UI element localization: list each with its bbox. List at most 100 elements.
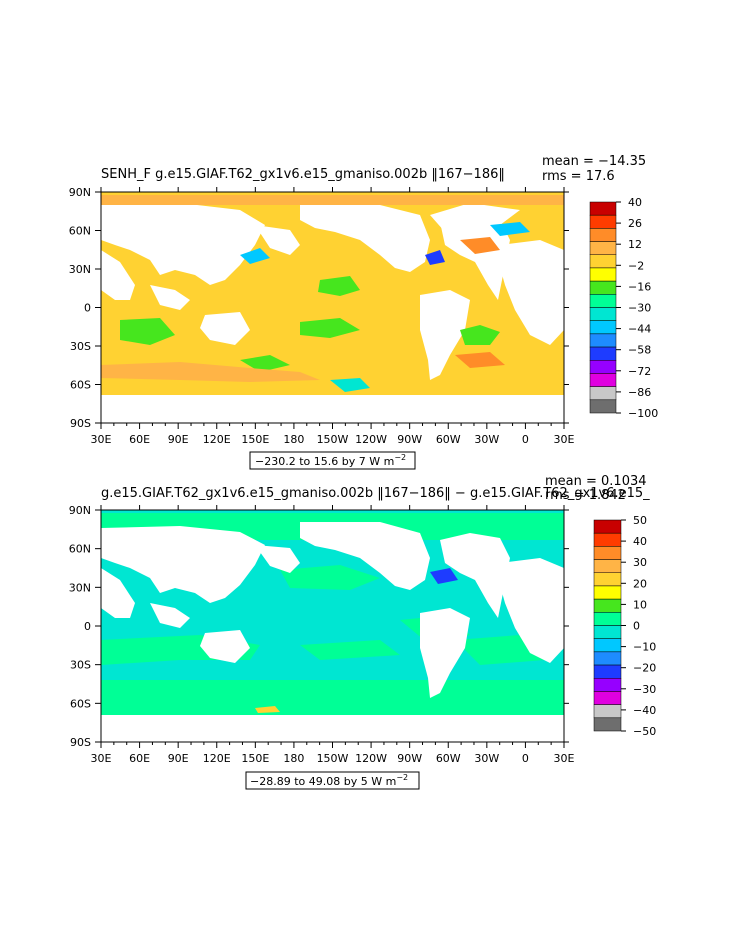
x-tick-label: 120E (203, 752, 231, 765)
colorbar-swatch (593, 546, 622, 560)
x-tick-label: 150E (241, 752, 269, 765)
panel-top-axes: 30E 60E 90E 120E 150E 180 150W 120W 90W 60W 30W 0 30… (69, 186, 575, 446)
colorbar-label: −40 (633, 704, 656, 717)
colorbar-label: −50 (633, 725, 656, 738)
y-tick-label: 90S (70, 736, 91, 749)
y-tick-label: 90S (70, 417, 91, 430)
colorbar-swatch (593, 625, 622, 639)
panel-bottom-rms: rms = 1.842 (545, 488, 626, 503)
colorbar-label: −30 (628, 302, 651, 315)
y-tick-label: 30S (70, 659, 91, 672)
x-tick-label: 60E (129, 433, 150, 446)
colorbar-swatch (593, 678, 622, 692)
colorbar-label: 0 (633, 620, 640, 633)
colorbar-label: 26 (628, 217, 642, 230)
panel-top-colorbar: 40 26 12 −2 −16 −30 −44 −58 −72 −86 −100 (589, 196, 658, 420)
colorbar-label: −72 (628, 365, 651, 378)
colorbar-label: 50 (633, 514, 647, 527)
colorbar-swatch (593, 651, 622, 666)
colorbar-swatch (593, 612, 622, 626)
colorbar-swatch (593, 664, 622, 679)
y-tick-label: 30N (69, 581, 91, 594)
panel-top-range-text: −230.2 to 15.6 by 7 W m−2 (255, 453, 406, 468)
colorbar-swatch (593, 585, 622, 600)
y-tick-label: 30N (69, 263, 91, 276)
x-tick-label: 60W (436, 752, 461, 765)
colorbar-swatch (589, 228, 617, 242)
y-tick-label: 0 (84, 620, 91, 633)
y-tick-label: 60S (70, 697, 91, 710)
colorbar-swatch (589, 201, 617, 216)
colorbar-label: −16 (628, 280, 651, 293)
x-tick-label: 120W (355, 752, 387, 765)
colorbar-swatch (593, 691, 622, 705)
colorbar-swatch (589, 267, 617, 282)
panel-bottom-title: g.e15.GIAF.T62_gx1v6.e15_gmaniso.002b ‖1… (101, 486, 650, 501)
colorbar-swatch (589, 320, 617, 335)
x-tick-label: 30E (554, 433, 575, 446)
colorbar-label: −30 (633, 683, 656, 696)
colorbar-swatch (589, 241, 617, 255)
colorbar-label: 30 (633, 556, 647, 569)
x-tick-label: 180 (283, 433, 304, 446)
panel-top-title: SENH_F g.e15.GIAF.T62_gx1v6.e15_gmaniso.… (101, 167, 505, 182)
y-tick-label: 60N (69, 225, 91, 238)
panel-top: SENH_F g.e15.GIAF.T62_gx1v6.e15_gmaniso.… (69, 154, 658, 470)
colorbar-swatch (589, 280, 617, 295)
x-tick-label: 60W (436, 433, 461, 446)
colorbar-swatch (589, 346, 617, 361)
y-tick-label: 90N (69, 504, 91, 517)
panel-bottom-map (101, 510, 564, 742)
y-tick-label: 60S (70, 379, 91, 392)
colorbar-swatch (589, 294, 617, 308)
panel-top-rms: rms = 17.6 (542, 169, 615, 184)
colorbar-swatch (593, 559, 622, 573)
colorbar-label: −86 (628, 386, 651, 399)
colorbar-label: 40 (628, 196, 642, 209)
colorbar-label: −20 (633, 662, 656, 675)
panel-bottom-range-text: −28.89 to 49.08 by 5 W m−2 (250, 773, 408, 788)
x-tick-label: 90W (397, 433, 422, 446)
colorbar-swatch (593, 717, 622, 732)
field-patches (101, 195, 564, 392)
colorbar-swatch (589, 360, 617, 374)
x-tick-label: 180 (283, 752, 304, 765)
colorbar-label: −2 (628, 259, 644, 272)
colorbar-swatch (589, 386, 617, 401)
x-tick-label: 0 (522, 752, 529, 765)
x-tick-label: 0 (522, 433, 529, 446)
colorbar-swatch (593, 572, 622, 587)
y-tick-label: 30S (70, 340, 91, 353)
panel-top-mean: mean = −14.35 (542, 154, 646, 169)
colorbar-swatch (593, 704, 622, 719)
colorbar-label: 12 (628, 238, 642, 251)
colorbar-label: −44 (628, 323, 651, 336)
panel-bottom: g.e15.GIAF.T62_gx1v6.e15_gmaniso.002b ‖1… (69, 474, 656, 790)
land-mask (101, 203, 564, 423)
panel-top-range-box (249, 451, 416, 470)
x-tick-label: 90E (168, 752, 189, 765)
x-tick-label: 30E (554, 752, 575, 765)
y-tick-label: 90N (69, 186, 91, 199)
colorbar-swatch (593, 638, 622, 653)
colorbar-label: −58 (628, 344, 651, 357)
panel-top-map (101, 192, 564, 423)
colorbar-swatch (589, 307, 617, 321)
colorbar-swatch (593, 532, 622, 547)
x-tick-label: 30W (474, 752, 499, 765)
colorbar-label: −100 (628, 407, 658, 420)
x-tick-label: 30E (91, 433, 112, 446)
colorbar-label: 40 (633, 535, 647, 548)
x-tick-label: 90W (397, 752, 422, 765)
panel-bottom-range-box (245, 771, 420, 790)
x-tick-label: 120W (355, 433, 387, 446)
x-tick-label: 90E (168, 433, 189, 446)
y-tick-label: 60N (69, 543, 91, 556)
x-tick-label: 30E (91, 752, 112, 765)
land-mask (101, 522, 564, 742)
colorbar-label: −10 (633, 641, 656, 654)
x-tick-label: 120E (203, 433, 231, 446)
colorbar-swatch (593, 519, 622, 534)
panel-bottom-axes: 30E 60E 90E 120E 150E 180 150W 120W 90W 60W 30W 0 30… (69, 504, 575, 765)
